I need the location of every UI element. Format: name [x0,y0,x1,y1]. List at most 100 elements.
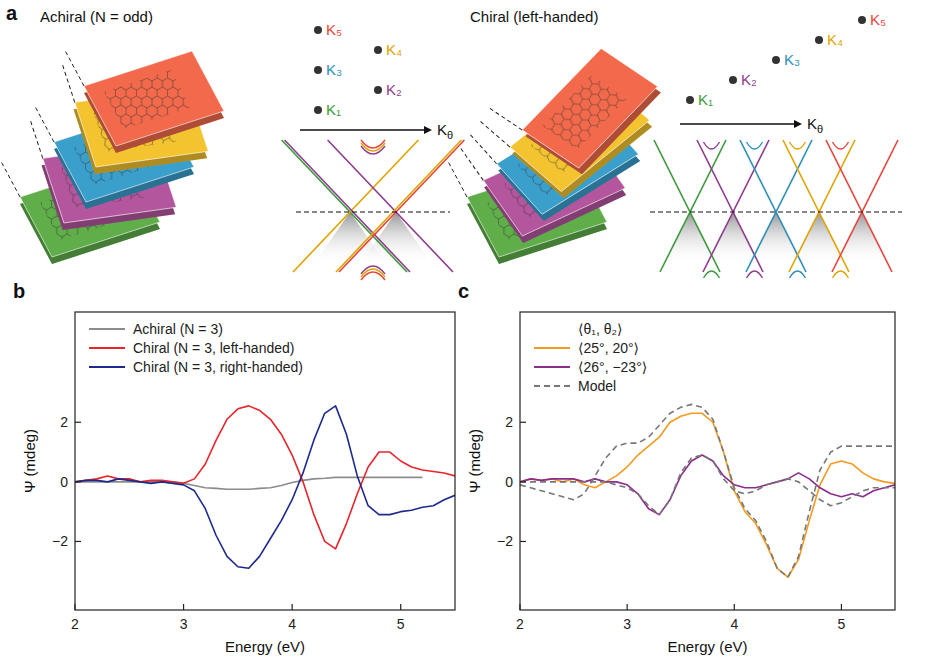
x-tick-label: 5 [397,616,405,632]
y-tick-label: 0 [60,474,68,490]
fermi-level [650,211,902,212]
band [703,140,769,272]
x-tick [734,604,735,610]
legend-label: Achiral (N = 3) [133,321,223,337]
legend-swatch [89,347,125,349]
gapped-band [833,271,849,278]
x-tick [841,604,842,610]
panel-letter: c [458,280,469,302]
band [282,140,407,272]
legend-label: Chiral (N = 3, right-handed) [133,359,303,375]
k-axis-label: Kθ [807,115,823,135]
series-line [75,406,455,549]
panel-title: Achiral (N = odd) [40,8,153,25]
band [832,140,898,272]
band [789,140,855,272]
band [336,140,461,272]
legend-label: Model [578,378,616,394]
gapped-band [790,271,806,278]
filled-states [834,212,890,264]
legend-label: Chiral (N = 3, left-handed) [133,340,294,356]
band [328,140,453,272]
k-point-label: K₄ [386,41,402,58]
plot-area [75,406,455,568]
series-line [520,404,895,577]
x-tick [627,604,628,610]
legend-title: ⟨θ₁, θ₂⟩ [578,321,622,337]
lattice [104,70,191,129]
band [746,140,812,272]
series-line [520,413,895,577]
band [339,140,464,272]
k-point-label: K₃ [784,51,800,68]
y-tick-label: 2 [60,414,68,430]
k-point-label: K₂ [741,71,757,88]
legend-label: ⟨25°, 20°⟩ [578,340,639,356]
y-tick-label: 2 [505,414,513,430]
twist-guide [460,145,483,182]
k-point-label: K₁ [326,101,341,118]
k-point-label: K₂ [386,81,402,98]
twist-guide [24,120,49,158]
graphene-layer [65,51,224,153]
x-tick [292,604,293,610]
band [697,140,763,272]
twist-guide [1,162,20,197]
x-tick [519,604,520,610]
y-axis-title: Ψ (mdeg) [21,429,38,493]
fermi-level [296,211,450,212]
legend-swatch [534,347,570,349]
plot-frame [75,312,455,610]
x-tick-label: 3 [623,616,631,632]
legend-label: ⟨26°, −23°⟩ [578,359,647,375]
k-point [772,56,780,64]
layer-top [506,33,674,183]
y-tick [520,422,526,423]
gapped-band [704,142,720,149]
x-tick [74,604,75,610]
y-tick-label: −2 [497,533,513,549]
graphene-layer [489,33,677,198]
band [660,140,726,272]
x-tick-label: 2 [516,616,524,632]
x-tick-label: 4 [730,616,738,632]
lattice [532,66,636,159]
series-line [520,455,895,515]
k-point [729,76,737,84]
k-axis-head [424,126,432,134]
panel-letter: b [13,280,25,302]
k-axis-head [794,120,802,128]
band [740,140,806,272]
gapped-band [704,271,720,278]
twist-guide [35,107,54,142]
band [783,140,849,272]
panel-title: Chiral (left-handed) [470,8,598,25]
band [826,140,892,272]
k-point [858,16,866,24]
y-tick [75,541,81,542]
gapped-band [361,146,385,154]
legend-swatch [534,366,570,368]
layer-top [84,51,224,146]
k-point [374,46,382,54]
legend-swatch [89,328,125,330]
k-point [686,96,694,104]
k-point [374,86,382,94]
y-tick-label: −2 [52,533,68,549]
x-axis-title: Energy (eV) [225,638,305,655]
k-point [314,26,322,34]
gapped-band [833,142,849,149]
k-point-label: K₅ [326,21,342,38]
y-axis-title: Ψ (mdeg) [466,429,483,493]
gapped-band [747,142,763,149]
series-line [75,406,455,568]
y-tick [520,541,526,542]
k-point-label: K₄ [827,31,843,48]
y-tick [520,481,526,482]
k-point [314,66,322,74]
twist-guide [480,114,510,154]
figure: aAchiral (N = odd)K₁K₂K₃K₄K₅KθChiral (le… [0,0,935,668]
gapped-band [790,142,806,149]
series-line [520,455,895,515]
x-tick-label: 2 [71,616,79,632]
